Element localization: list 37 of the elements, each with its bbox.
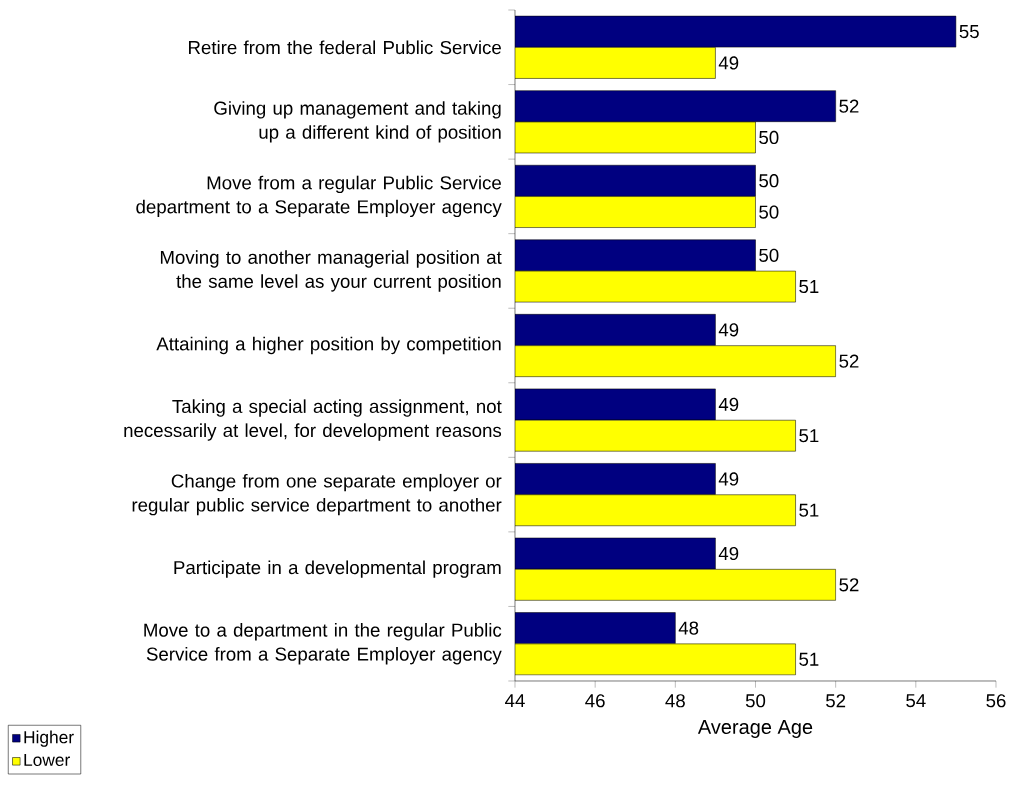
- y-tick-label: Giving up management and taking up a different kind of position: [214, 101, 501, 143]
- data-label: 49: [718, 56, 739, 70]
- x-tick-label: 48: [665, 694, 685, 708]
- data-label: 49: [718, 472, 739, 486]
- y-tick-label: Moving to another managerial position at the same level as your current position: [160, 250, 502, 292]
- legend-label: Lower: [24, 753, 70, 767]
- y-tick-label: Move to a department in the regular Public Service from a Separate Employer agency: [144, 623, 502, 665]
- data-label: 51: [799, 280, 819, 294]
- legend-label: Higher: [24, 730, 74, 747]
- data-label: 51: [799, 652, 819, 666]
- data-label: 49: [718, 323, 739, 337]
- data-label: 49: [718, 397, 739, 412]
- data-label: 50: [759, 205, 779, 219]
- x-tick-label: 54: [906, 694, 926, 708]
- y-tick-label: Taking a special acting assignment, not necessarily at level, for development reasons: [124, 399, 502, 441]
- data-label: 52: [839, 354, 859, 368]
- data-label: 50: [759, 248, 779, 262]
- y-tick-label: Participate in a developmental program: [174, 560, 501, 578]
- data-label: 50: [759, 174, 779, 188]
- x-tick-label: 46: [585, 694, 605, 708]
- data-label: 48: [678, 621, 699, 635]
- data-label: 49: [718, 546, 739, 561]
- data-label: 52: [839, 99, 859, 113]
- x-tick-label: 44: [505, 694, 525, 707]
- x-tick-label: 56: [986, 694, 1006, 708]
- data-label: 50: [759, 130, 779, 145]
- x-axis-title: Average Age: [697, 720, 813, 738]
- x-tick-label: 52: [826, 694, 846, 708]
- y-tick-label: Change from one separate employer or regular public service department to another: [132, 473, 502, 516]
- y-tick-label: Move from a regular Public Service department to a Separate Employer agency: [136, 175, 502, 218]
- x-tick-label: 50: [745, 694, 766, 708]
- data-label: 51: [799, 503, 819, 517]
- data-label: 52: [839, 578, 859, 592]
- data-label: 55: [959, 25, 979, 39]
- data-label: 51: [799, 429, 819, 443]
- y-tick-label: Attaining a higher position by competition: [156, 336, 501, 355]
- y-tick-label: Retire from the federal Public Service: [189, 40, 501, 55]
